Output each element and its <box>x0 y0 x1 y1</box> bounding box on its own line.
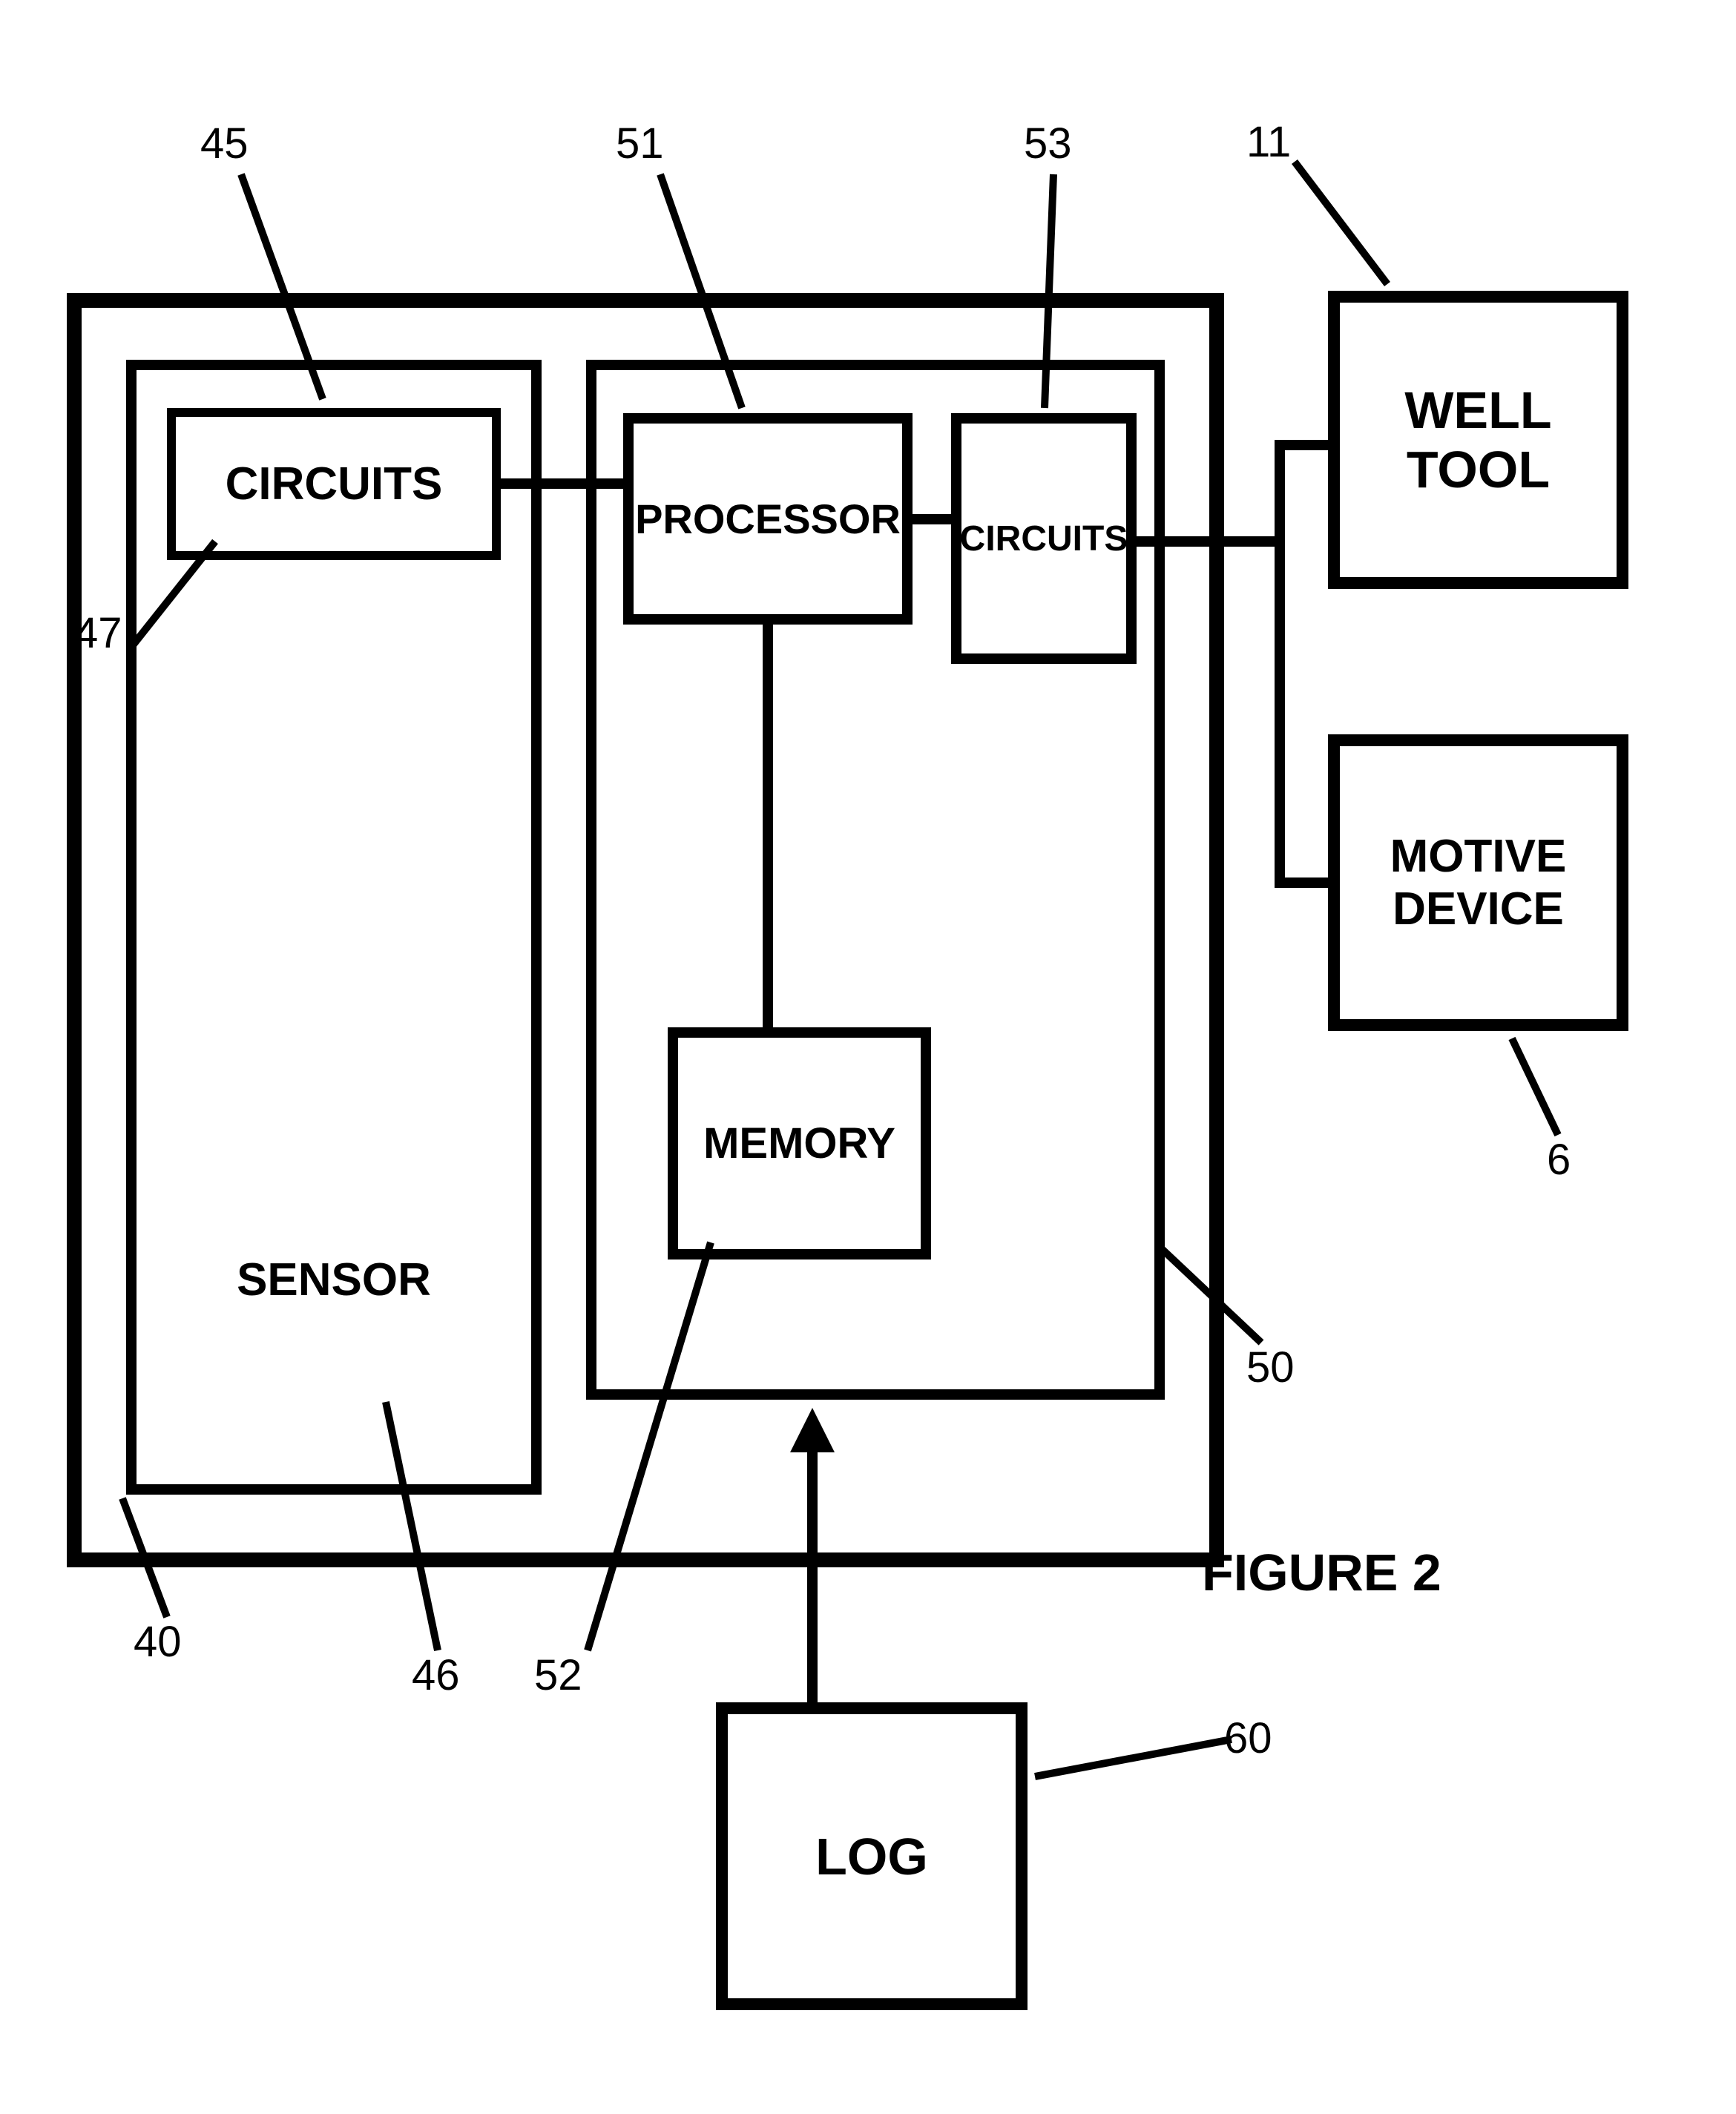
ref-40: 40 <box>134 1617 182 1667</box>
ref-51: 51 <box>616 119 664 168</box>
ref-11: 11 <box>1246 117 1291 167</box>
ref-47: 47 <box>74 608 122 658</box>
diagram-canvas: SENSOR CIRCUITS PROCESSOR CIRCUITS MEMOR… <box>0 0 1736 2114</box>
ref-46: 46 <box>412 1650 460 1700</box>
figure-title: FIGURE 2 <box>1202 1543 1441 1602</box>
ref-60: 60 <box>1224 1713 1272 1763</box>
ref-6: 6 <box>1547 1135 1571 1185</box>
ref-50: 50 <box>1246 1343 1295 1392</box>
ref-52: 52 <box>534 1650 582 1700</box>
ref-45: 45 <box>200 119 249 168</box>
ref-53: 53 <box>1024 119 1072 168</box>
leader-lines <box>0 0 1736 2114</box>
